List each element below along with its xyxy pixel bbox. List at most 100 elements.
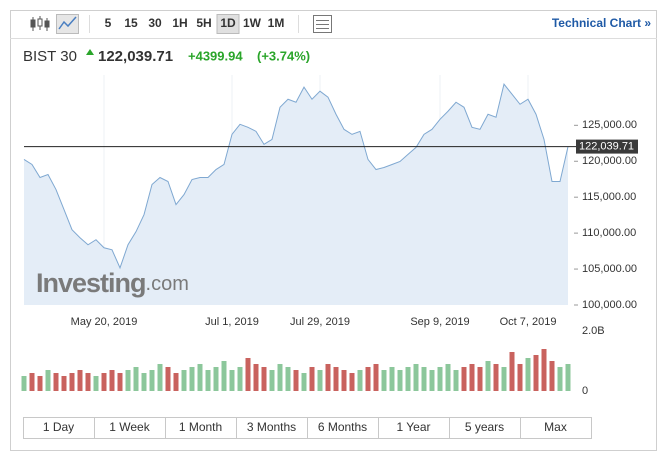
interval-button[interactable]: 1H <box>172 16 187 30</box>
volume-bar <box>237 367 243 391</box>
volume-bar <box>421 367 427 391</box>
volume-bar <box>501 367 507 391</box>
watermark: Investing.com <box>36 268 189 298</box>
volume-bar <box>293 370 299 391</box>
interval-button[interactable]: 1D <box>220 16 236 30</box>
volume-bar <box>261 367 267 391</box>
volume-bar <box>357 370 363 391</box>
volume-bar <box>413 364 419 391</box>
volume-bar <box>37 376 43 391</box>
volume-bar <box>45 370 51 391</box>
volume-bar <box>341 370 347 391</box>
volume-bar <box>133 367 139 391</box>
volume-bar <box>525 358 531 391</box>
volume-bar <box>389 367 395 391</box>
y-tick-label: 110,000.00 <box>582 227 636 239</box>
interval-button[interactable]: 1W <box>243 16 262 30</box>
volume-bar <box>557 367 563 391</box>
last-price: 122,039.71 <box>98 48 173 65</box>
volume-bar <box>541 349 547 391</box>
volume-bar <box>517 364 523 391</box>
volume-bar <box>125 370 131 391</box>
interval-button[interactable]: 30 <box>148 16 162 30</box>
volume-bar <box>69 373 75 391</box>
price-area <box>24 84 568 305</box>
volume-bar <box>445 364 451 391</box>
volume-bar <box>325 364 331 391</box>
volume-bar <box>437 367 443 391</box>
volume-bar <box>229 370 235 391</box>
x-tick-label: Jul 1, 2019 <box>205 316 259 328</box>
volume-bar <box>29 373 35 391</box>
volume-bar <box>53 373 59 391</box>
range-button[interactable]: 5 years <box>465 420 504 434</box>
volume-bar <box>93 376 99 391</box>
volume-bar <box>453 370 459 391</box>
interval-button[interactable]: 5H <box>196 16 211 30</box>
line-icon[interactable] <box>56 14 79 34</box>
y-tick-label: 0 <box>582 385 588 397</box>
range-button[interactable]: 1 Month <box>179 420 222 434</box>
volume-bar <box>493 364 499 391</box>
selected-interval-bg <box>216 14 240 34</box>
volume-bar <box>141 373 147 391</box>
x-tick-label: Sep 9, 2019 <box>410 316 469 328</box>
volume-bar <box>197 364 203 391</box>
volume-bar <box>549 361 555 391</box>
volume-bar <box>429 370 435 391</box>
volume-bar <box>405 367 411 391</box>
range-button-bg[interactable] <box>520 417 592 439</box>
volume-bar <box>77 370 83 391</box>
last-price-box <box>576 139 638 154</box>
volume-bar <box>381 370 387 391</box>
volume-bar <box>317 370 323 391</box>
volume-bar <box>285 367 291 391</box>
price-line <box>23 83 569 270</box>
interval-button[interactable]: 1M <box>268 16 285 30</box>
volume-bar <box>221 361 227 391</box>
volume-bar <box>21 376 27 391</box>
range-button[interactable]: 1 Year <box>396 420 430 434</box>
y-tick-label: 120,000.00 <box>582 155 637 167</box>
y-tick-label: 125,000.00 <box>582 119 637 131</box>
volume-bar <box>309 367 315 391</box>
volume-bar <box>205 370 211 391</box>
volume-bar <box>213 367 219 391</box>
volume-bar <box>509 352 515 391</box>
y-tick-label: 105,000.00 <box>582 263 637 275</box>
technical-chart-link[interactable]: Technical Chart » <box>552 16 651 30</box>
volume-bar <box>189 367 195 391</box>
settings-icon[interactable] <box>313 15 332 33</box>
volume-bar <box>149 370 155 391</box>
range-button[interactable]: 3 Months <box>247 420 296 434</box>
range-button[interactable]: 6 Months <box>318 420 367 434</box>
instrument-name: BIST 30 <box>23 48 77 65</box>
price-change: +4399.94 <box>188 48 243 63</box>
range-button[interactable]: 1 Day <box>43 420 74 434</box>
volume-bar <box>485 361 491 391</box>
volume-bar <box>245 358 251 391</box>
volume-bar <box>109 370 115 391</box>
volume-bar <box>253 364 259 391</box>
volume-bar <box>101 373 107 391</box>
range-button[interactable]: Max <box>544 420 567 434</box>
volume-bar <box>461 367 467 391</box>
volume-bar <box>173 373 179 391</box>
volume-bar <box>301 373 307 391</box>
volume-bar <box>533 355 539 391</box>
volume-bar <box>277 364 283 391</box>
volume-bar <box>333 367 339 391</box>
volume-bar <box>365 367 371 391</box>
x-tick-label: May 20, 2019 <box>71 316 138 328</box>
volume-bar <box>117 373 123 391</box>
interval-button[interactable]: 5 <box>105 16 112 30</box>
candle-icon[interactable] <box>30 16 50 31</box>
up-arrow <box>86 49 94 55</box>
y-tick-label: 100,000.00 <box>582 299 637 311</box>
y-tick-label: 2.0B <box>582 325 605 337</box>
range-button[interactable]: 1 Week <box>109 420 150 434</box>
volume-bar <box>565 364 571 391</box>
watermark-suffix: .com <box>146 273 189 295</box>
interval-button[interactable]: 15 <box>124 16 138 30</box>
